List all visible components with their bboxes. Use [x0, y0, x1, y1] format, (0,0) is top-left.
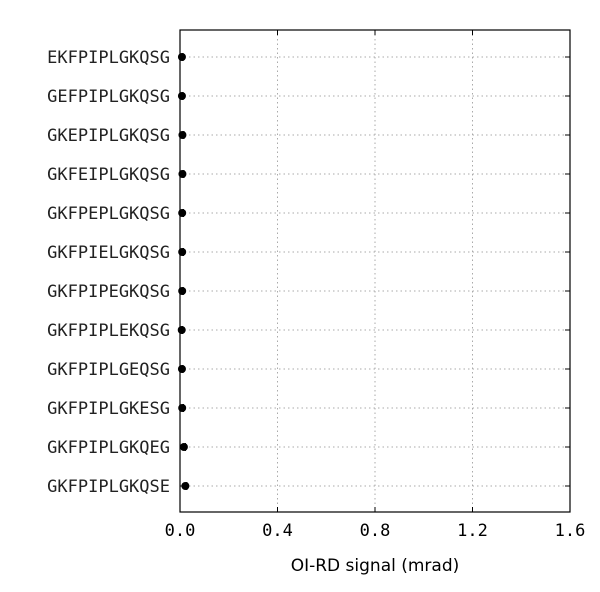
data-point	[178, 287, 187, 295]
data-point	[177, 365, 186, 373]
x-tick-labels: 0.0 0.4 0.8 1.2 1.6	[165, 521, 586, 541]
category-label: GKFEIPLGKQSG	[47, 165, 170, 185]
category-labels: EKFPIPLGKQSG GEFPIPLGKQSG GKEPIPLGKQSG GKFE…	[47, 48, 170, 497]
x-tick-label: 0.4	[262, 521, 293, 541]
x-tick-label: 1.2	[457, 521, 488, 541]
data-point	[178, 404, 187, 412]
x-tick-label: 0.0	[165, 521, 196, 541]
category-label: GKFPIPLGKESG	[47, 399, 170, 419]
grid-lines	[179, 30, 571, 512]
data-point	[177, 326, 186, 334]
data-point	[179, 443, 188, 451]
category-label: GEFPIPLGKQSG	[47, 87, 170, 107]
data-point	[178, 248, 187, 256]
data-point	[177, 53, 186, 61]
category-label: GKFPIELGKQSG	[47, 243, 170, 263]
category-label: EKFPIPLGKQSG	[47, 48, 170, 68]
data-point	[177, 92, 186, 100]
x-axis-title: OI-RD signal (mrad)	[291, 556, 460, 576]
data-point	[178, 209, 187, 217]
category-label: GKFPIPLGKQEG	[47, 438, 170, 458]
category-label: GKFPIPEGKQSG	[47, 282, 170, 302]
category-label: GKFPEPLGKQSG	[47, 204, 170, 224]
x-tick-label: 0.8	[360, 521, 391, 541]
category-label: GKFPIPLGKQSE	[47, 477, 170, 497]
x-tick-label: 1.6	[555, 521, 586, 541]
plot-frame	[179, 29, 571, 513]
category-label: GKFPIPLEKQSG	[47, 321, 170, 341]
data-point	[181, 482, 190, 490]
category-label: GKEPIPLGKQSG	[47, 126, 170, 146]
category-label: GKFPIPLGEQSG	[47, 360, 170, 380]
